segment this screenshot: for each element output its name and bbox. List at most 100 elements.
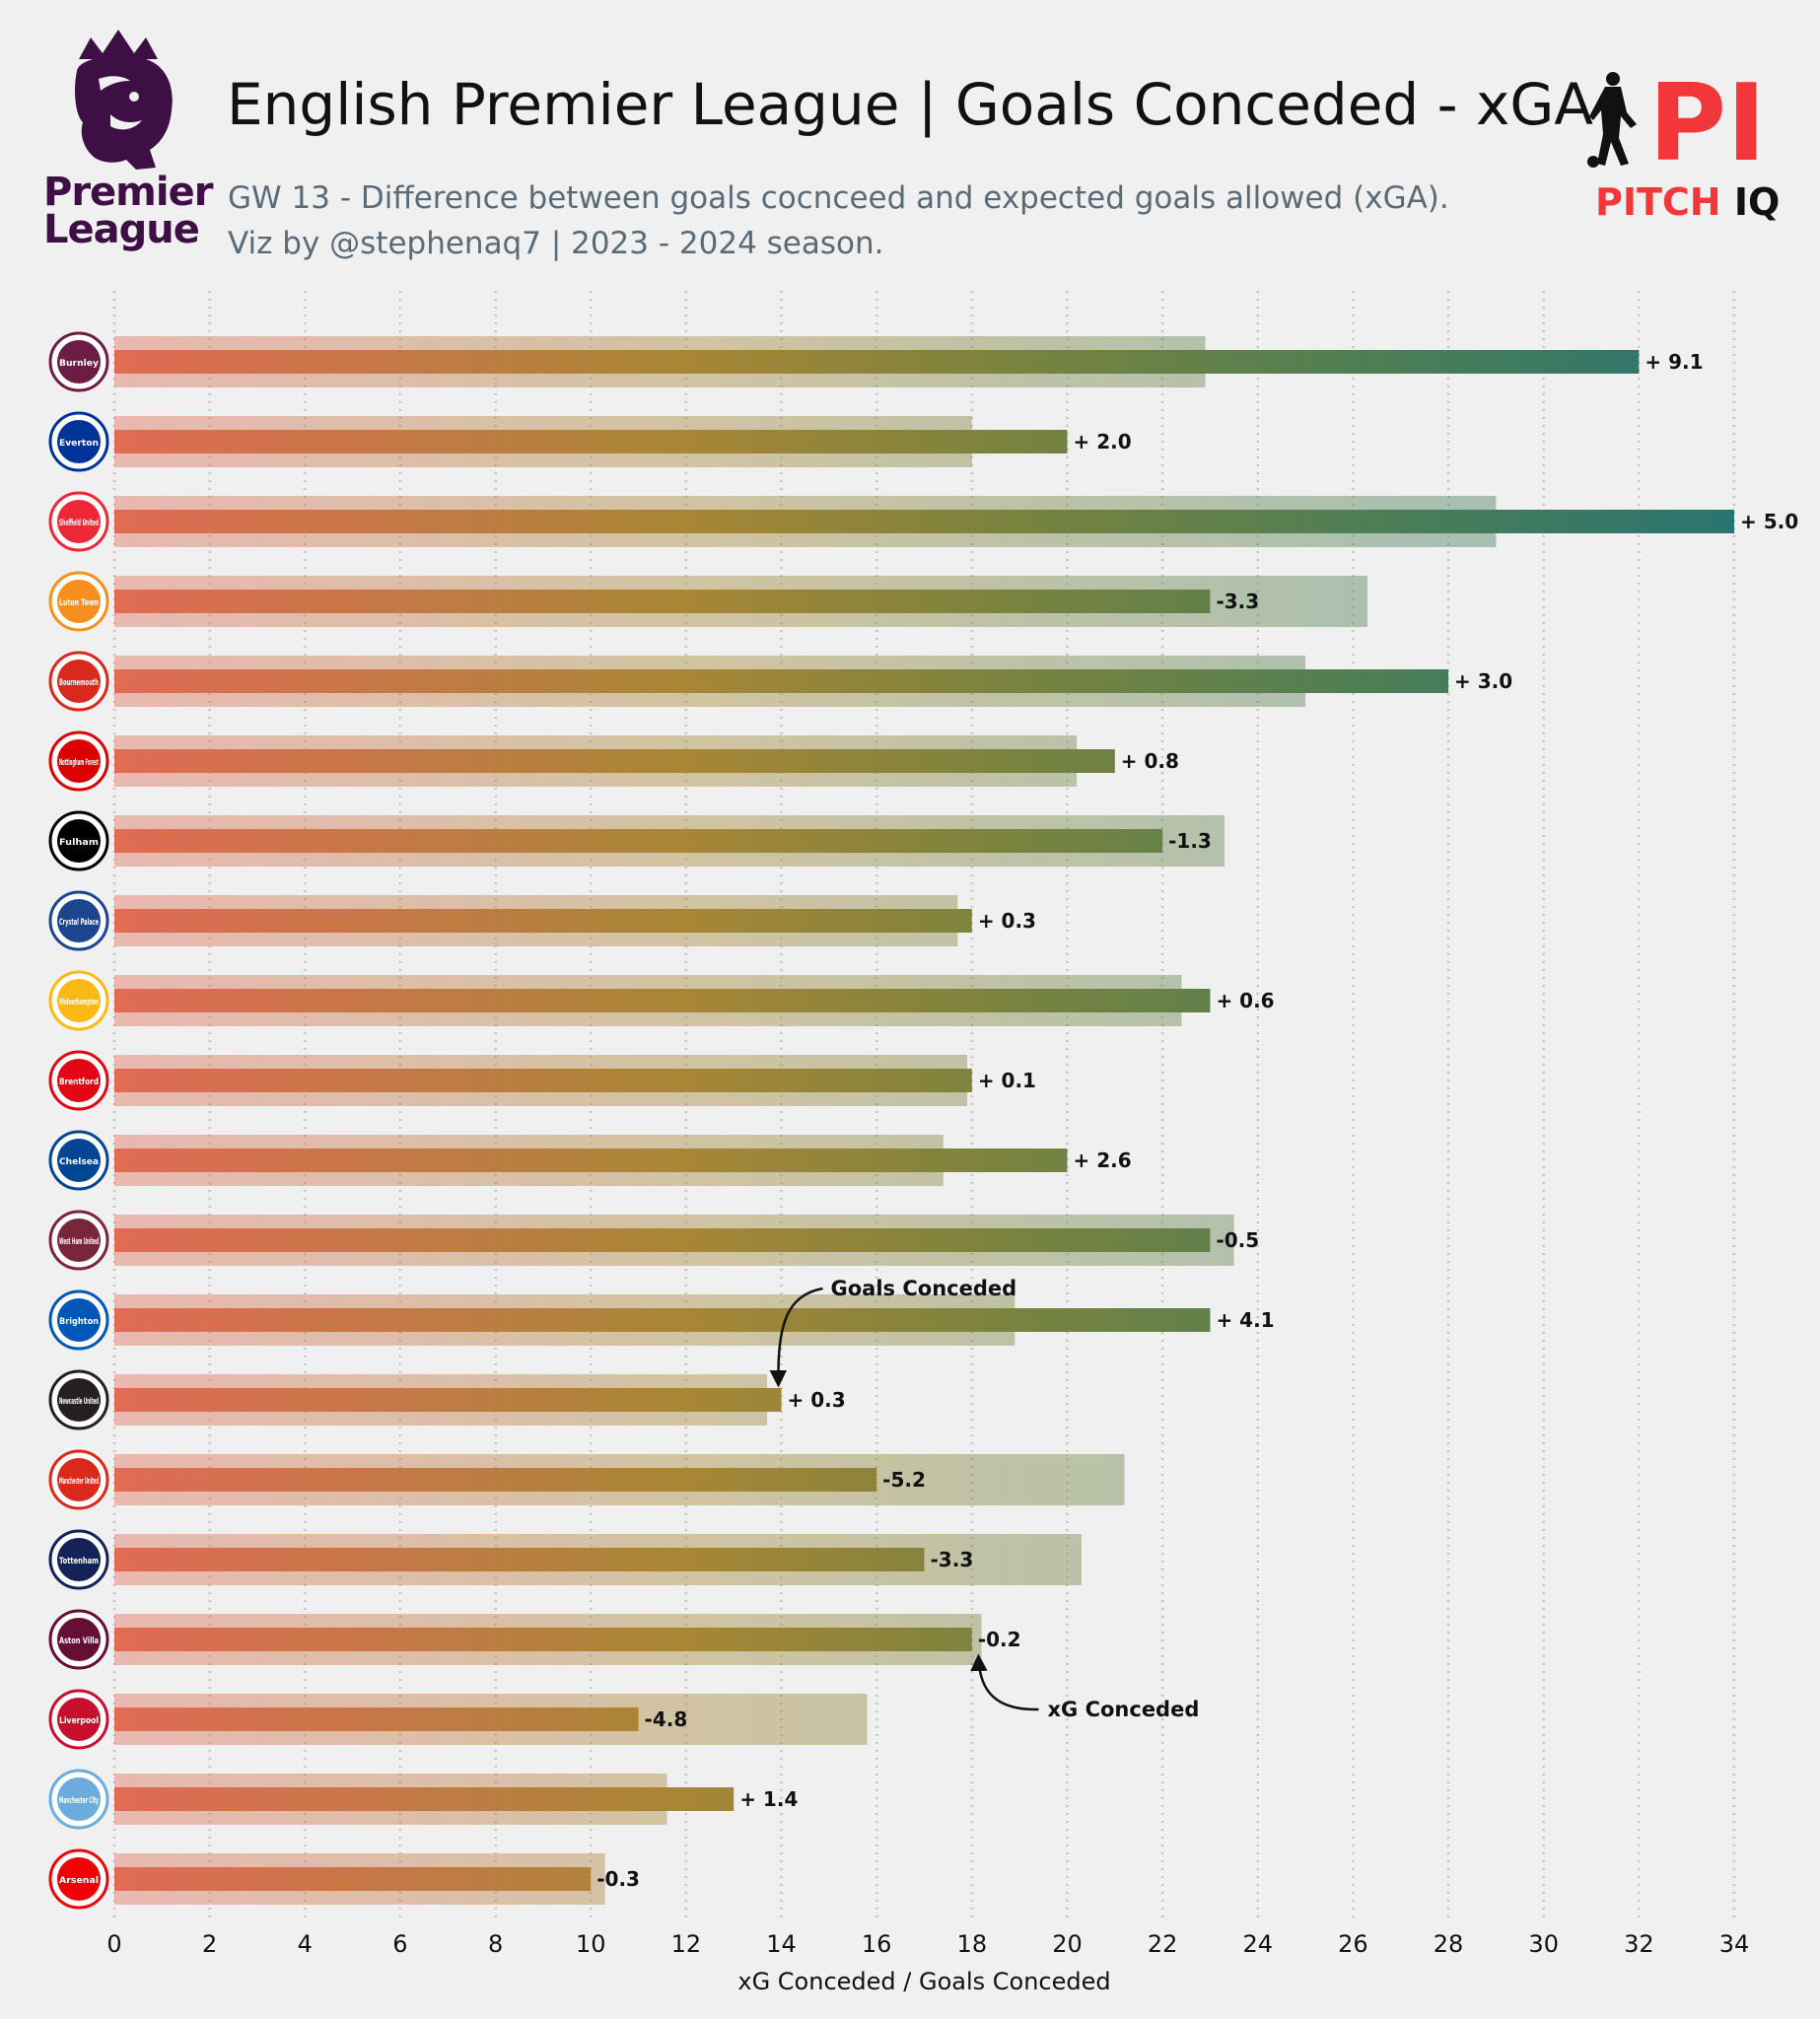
team-name-text: Crystal Palace: [59, 918, 99, 928]
x-tick-label: 2: [202, 1930, 217, 1958]
goals-conceded-bar: [114, 1388, 782, 1412]
team-badge-icon: Bournemouth: [48, 651, 109, 712]
xg-conceded-bar: [114, 1454, 1125, 1505]
lion-mouth-detail: [110, 114, 142, 130]
goals-conceded-bar: [114, 1707, 639, 1731]
team-name-text: Sheffield United: [59, 519, 99, 528]
x-tick-label: 22: [1148, 1930, 1178, 1958]
chart-title: English Premier League | Goals Conceded …: [227, 71, 1593, 138]
difference-label: -4.8: [645, 1707, 688, 1731]
goals-conceded-bar: [114, 1308, 1211, 1332]
team-name-text: Manchester City: [59, 1796, 99, 1806]
x-tick-label: 28: [1434, 1930, 1464, 1958]
x-axis-label: xG Conceded / Goals Conceded: [737, 1968, 1110, 1995]
x-tick-label: 26: [1338, 1930, 1368, 1958]
goals-conceded-bar: [114, 1548, 925, 1571]
xg-conceded-bar: [114, 336, 1206, 387]
lion-eye: [129, 92, 139, 102]
pitch-iq-wordmark: PITCH IQ: [1595, 180, 1780, 224]
goals-conceded-bar: [114, 909, 972, 933]
difference-label: + 0.1: [978, 1069, 1036, 1092]
team-name-text: Wolverhampton: [59, 998, 99, 1008]
premier-league-logo: [75, 30, 173, 170]
goals-conceded-bar: [114, 669, 1449, 693]
team-name-text: Chelsea: [59, 1157, 99, 1167]
goals-conceded-bar: [114, 510, 1734, 533]
team-name-text: Tottenham: [59, 1557, 99, 1566]
xg-conceded-bar: [114, 1055, 967, 1106]
goals-conceded-bar: [114, 749, 1115, 773]
lion-head-shape: [75, 55, 173, 170]
team-badge-icon: Burnley: [48, 331, 109, 392]
brand-word-iq: IQ: [1733, 180, 1781, 224]
difference-label: -3.3: [1216, 590, 1259, 613]
xg-conceded-bar: [114, 1374, 768, 1426]
difference-label: + 2.6: [1073, 1149, 1131, 1172]
goals-conceded-bar: [114, 829, 1163, 853]
wordmark-line-1: Premier: [43, 170, 213, 215]
x-tick-label: 0: [106, 1930, 121, 1958]
team-badge-icon: Wolverhampton: [48, 970, 109, 1031]
goals-conceded-bar: [114, 1149, 1068, 1172]
team-badge-icon: Liverpool: [48, 1689, 109, 1750]
xg-conceded-bar: [114, 735, 1078, 787]
x-tick-label: 6: [392, 1930, 407, 1958]
difference-label: + 0.3: [788, 1388, 846, 1412]
team-name-text: Newcastle United: [59, 1397, 99, 1407]
team-badge-icon: Crystal Palace: [48, 890, 109, 951]
goals-conceded-bar: [114, 1468, 877, 1492]
difference-label: -5.2: [882, 1468, 926, 1492]
difference-label: + 4.1: [1216, 1308, 1274, 1332]
xg-conceded-bar: [114, 1853, 605, 1905]
team-name-text: Aston Villa: [59, 1636, 99, 1646]
x-tick-label: 30: [1528, 1930, 1559, 1958]
annotation-goals-conceded: Goals Conceded: [831, 1277, 1017, 1300]
x-tick-label: 32: [1624, 1930, 1654, 1958]
team-name-text: West Ham United: [59, 1237, 99, 1247]
goals-conceded-bar: [114, 1867, 592, 1891]
team-badge-icon: Brighton: [48, 1289, 109, 1351]
team-badge-icon: Manchester City: [48, 1769, 109, 1830]
difference-label: + 5.0: [1740, 510, 1798, 533]
x-tick-label: 10: [576, 1930, 606, 1958]
team-name-text: Brighton: [59, 1317, 99, 1327]
x-tick-label: 18: [957, 1930, 988, 1958]
team-name-text: Brentford: [59, 1078, 99, 1087]
team-badge-icon: Luton Town: [48, 571, 109, 632]
annotation-xg-conceded: xG Conceded: [1047, 1698, 1199, 1721]
brand-word-pitch: PITCH: [1595, 180, 1721, 224]
x-tick-label: 8: [488, 1930, 503, 1958]
xg-conceded-bar: [114, 1215, 1234, 1266]
team-badge-icon: Aston Villa: [48, 1609, 109, 1670]
goals-conceded-bar: [114, 430, 1068, 453]
team-name-text: Everton: [59, 439, 99, 449]
goals-conceded-bar: [114, 1069, 972, 1092]
team-name-text: Manchester United: [59, 1477, 99, 1487]
team-name-text: Luton Town: [59, 598, 99, 608]
x-tick-label: 12: [671, 1930, 702, 1958]
x-tick-label: 14: [766, 1930, 797, 1958]
difference-label: -1.3: [1168, 829, 1212, 853]
xg-conceded-bar: [114, 656, 1306, 707]
difference-labels: + 9.1 + 2.0 + 5.0 -3.3 + 3.0 + 0.8 -1.3 + 0.3 + …: [596, 350, 1798, 1891]
annotation-arrow: [769, 1287, 823, 1388]
brand-mark: PI: [1648, 69, 1766, 177]
goals-conceded-bar: [114, 989, 1211, 1012]
xg-conceded-bar: [114, 416, 972, 467]
x-tick-label: 4: [298, 1930, 313, 1958]
goals-conceded-bar: [114, 350, 1640, 374]
team-badge-icon: Nottingham Forest: [48, 731, 109, 792]
team-name-text: Bournemouth: [59, 678, 99, 688]
team-name-text: Nottingham Forest: [59, 758, 99, 768]
difference-label: -0.3: [596, 1867, 640, 1891]
xg-conceded-bar: [114, 496, 1497, 547]
pitch-iq-logo: PI: [1587, 69, 1766, 177]
difference-label: + 0.8: [1121, 749, 1179, 773]
team-badge-icon: Everton: [48, 411, 109, 472]
xg-conceded-bar: [114, 1694, 868, 1745]
xg-conceded-bar: [114, 1534, 1082, 1585]
xg-conceded-bar: [114, 1135, 944, 1186]
team-badge-icon: Arsenal: [48, 1848, 109, 1910]
x-tick-label: 24: [1242, 1930, 1273, 1958]
